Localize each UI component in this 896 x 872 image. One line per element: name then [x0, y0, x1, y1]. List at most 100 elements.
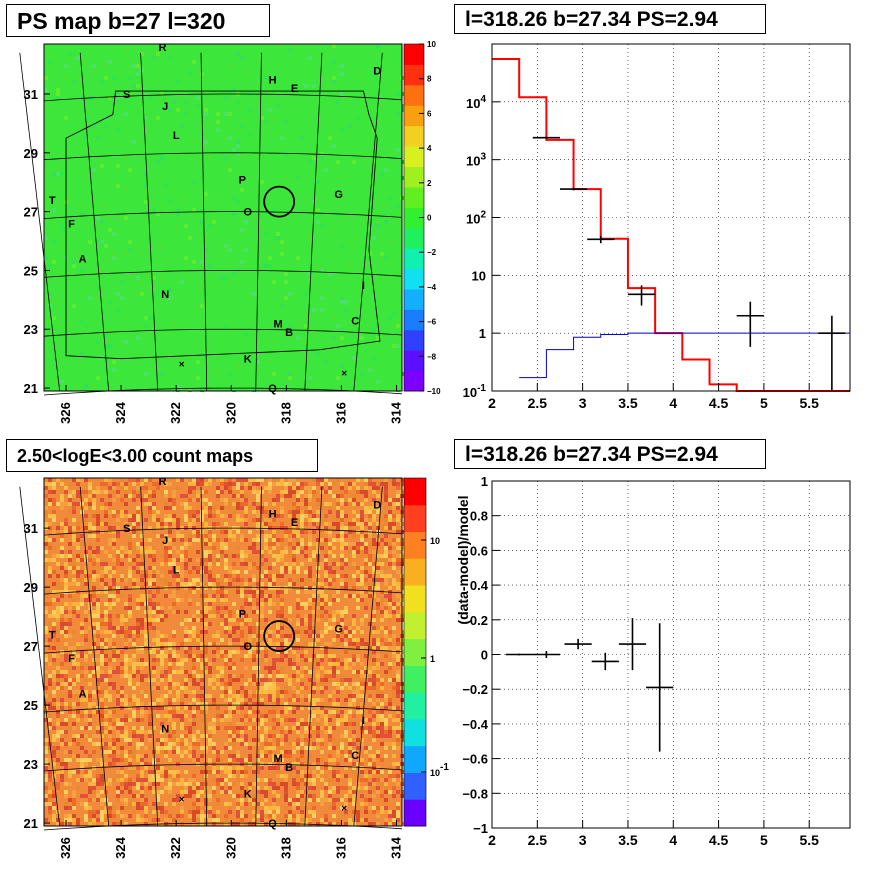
- map-pixel: [48, 292, 52, 296]
- map-pixel: [236, 578, 240, 582]
- map-pixel: [280, 136, 284, 140]
- map-pixel: [340, 586, 344, 590]
- map-pixel: [132, 782, 136, 786]
- map-pixel: [80, 654, 84, 658]
- map-pixel: [124, 526, 128, 530]
- map-pixel: [236, 506, 240, 510]
- map-pixel: [324, 678, 328, 682]
- map-pixel: [260, 490, 264, 494]
- map-pixel: [296, 514, 300, 518]
- map-pixel: [192, 578, 196, 582]
- map-pixel: [228, 754, 232, 758]
- map-pixel: [316, 264, 320, 268]
- map-pixel: [124, 738, 128, 742]
- map-pixel: [216, 774, 220, 778]
- map-pixel: [184, 638, 188, 642]
- map-pixel: [376, 606, 380, 610]
- map-pixel: [272, 482, 276, 486]
- map-pixel: [324, 730, 328, 734]
- map-pixel: [324, 726, 328, 730]
- map-pixel: [364, 518, 368, 522]
- map-pixel: [88, 758, 92, 762]
- map-pixel: [152, 782, 156, 786]
- map-pixel: [392, 810, 396, 814]
- map-pixel: [204, 248, 208, 252]
- map-pixel: [244, 618, 248, 622]
- map-pixel: [336, 798, 340, 802]
- map-pixel: [44, 610, 48, 614]
- map-pixel: [160, 574, 164, 578]
- map-pixel: [220, 276, 224, 280]
- map-pixel: [312, 554, 316, 558]
- map-pixel: [156, 292, 160, 296]
- map-pixel: [160, 522, 164, 526]
- map-pixel: [112, 360, 116, 364]
- map-pixel: [308, 236, 312, 240]
- map-pixel: [308, 798, 312, 802]
- map-pixel: [200, 478, 204, 482]
- map-pixel: [300, 502, 304, 506]
- map-pixel: [60, 762, 64, 766]
- map-pixel: [92, 742, 96, 746]
- map-pixel: [216, 750, 220, 754]
- map-pixel: [60, 702, 64, 706]
- map-pixel: [144, 778, 148, 782]
- colorbar-tick-label: 10: [430, 536, 440, 546]
- map-pixel: [332, 666, 336, 670]
- map-pixel: [276, 650, 280, 654]
- map-pixel: [60, 554, 64, 558]
- map-pixel: [364, 818, 368, 822]
- map-pixel: [328, 658, 332, 662]
- map-pixel: [216, 754, 220, 758]
- map-pixel: [280, 758, 284, 762]
- map-pixel: [132, 586, 136, 590]
- map-pixel: [88, 762, 92, 766]
- map-pixel: [376, 638, 380, 642]
- map-pixel: [268, 690, 272, 694]
- map-pixel: [144, 762, 148, 766]
- map-pixel: [376, 786, 380, 790]
- map-pixel: [248, 478, 252, 482]
- map-pixel: [228, 280, 232, 284]
- map-pixel: [180, 710, 184, 714]
- map-pixel: [208, 264, 212, 268]
- map-pixel: [136, 674, 140, 678]
- map-pixel: [156, 160, 160, 164]
- map-pixel: [136, 702, 140, 706]
- map-pixel: [92, 550, 96, 554]
- map-pixel: [296, 666, 300, 670]
- map-pixel: [184, 630, 188, 634]
- map-pixel: [376, 598, 380, 602]
- map-pixel: [376, 510, 380, 514]
- map-pixel: [176, 670, 180, 674]
- map-pixel: [256, 766, 260, 770]
- map-pixel: [364, 558, 368, 562]
- map-pixel: [84, 718, 88, 722]
- map-pixel: [176, 550, 180, 554]
- map-pixel: [336, 722, 340, 726]
- map-pixel: [124, 786, 128, 790]
- map-pixel: [392, 566, 396, 570]
- map-pixel: [328, 778, 332, 782]
- map-pixel: [232, 494, 236, 498]
- map-pixel: [304, 590, 308, 594]
- map-pixel: [144, 706, 148, 710]
- map-pixel: [368, 646, 372, 650]
- map-pixel: [188, 654, 192, 658]
- map-pixel: [132, 714, 136, 718]
- map-pixel: [284, 774, 288, 778]
- map-pixel: [184, 658, 188, 662]
- map-pixel: [196, 530, 200, 534]
- map-pixel: [392, 626, 396, 630]
- map-pixel: [256, 718, 260, 722]
- map-pixel: [48, 682, 52, 686]
- map-pixel: [280, 650, 284, 654]
- map-pixel: [372, 638, 376, 642]
- map-pixel: [164, 738, 168, 742]
- map-pixel: [72, 578, 76, 582]
- map-pixel: [188, 650, 192, 654]
- map-pixel: [180, 810, 184, 814]
- map-pixel: [224, 606, 228, 610]
- map-pixel: [176, 522, 180, 526]
- map-pixel: [348, 658, 352, 662]
